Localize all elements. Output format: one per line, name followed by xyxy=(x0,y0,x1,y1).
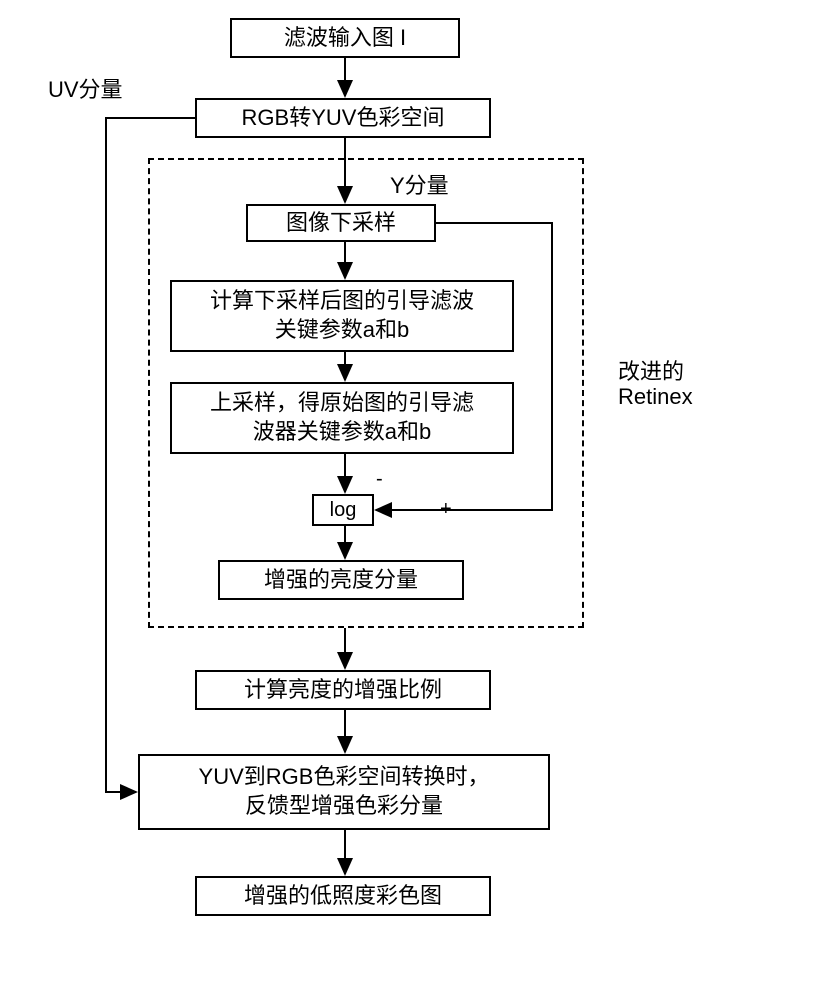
line2: 反馈型增强色彩分量 xyxy=(199,792,490,821)
node-text: 滤波输入图 I xyxy=(284,24,406,53)
y-component-label: Y分量 xyxy=(390,168,449,200)
node-rgb-to-yuv: RGB转YUV色彩空间 xyxy=(195,98,491,138)
node-yuv-to-rgb-feedback: YUV到RGB色彩空间转换时， 反馈型增强色彩分量 xyxy=(138,754,550,830)
line2: 关键参数a和b xyxy=(210,316,474,345)
node-text: RGB转YUV色彩空间 xyxy=(242,104,445,133)
line1: 计算下采样后图的引导滤波 xyxy=(210,287,474,316)
node-text: 图像下采样 xyxy=(286,209,396,238)
node-enhanced-output: 增强的低照度彩色图 xyxy=(195,876,491,916)
node-text: 计算下采样后图的引导滤波 关键参数a和b xyxy=(210,287,474,344)
node-text: 上采样，得原始图的引导滤 波器关键参数a和b xyxy=(210,389,474,446)
node-guided-filter-params-down: 计算下采样后图的引导滤波 关键参数a和b xyxy=(170,280,514,352)
line2: 波器关键参数a和b xyxy=(210,418,474,447)
node-text: 增强的低照度彩色图 xyxy=(244,882,442,911)
node-downsample: 图像下采样 xyxy=(246,204,436,242)
node-text: 计算亮度的增强比例 xyxy=(244,676,442,705)
uv-component-label: UV分量 xyxy=(48,72,123,104)
line1: 上采样，得原始图的引导滤 xyxy=(210,389,474,418)
minus-sign: - xyxy=(376,468,383,491)
node-enhanced-luma: 增强的亮度分量 xyxy=(218,560,464,600)
node-upsample-params: 上采样，得原始图的引导滤 波器关键参数a和b xyxy=(170,382,514,454)
node-log: log xyxy=(312,494,374,526)
plus-sign: + xyxy=(440,498,452,521)
node-text: YUV到RGB色彩空间转换时， 反馈型增强色彩分量 xyxy=(199,763,490,820)
improved-retinex-label-1: 改进的 xyxy=(618,354,684,386)
node-text: 增强的亮度分量 xyxy=(264,566,418,595)
improved-retinex-label-2: Retinex xyxy=(618,384,693,410)
node-enhance-ratio: 计算亮度的增强比例 xyxy=(195,670,491,710)
node-filter-input: 滤波输入图 I xyxy=(230,18,460,58)
line1: YUV到RGB色彩空间转换时， xyxy=(199,763,490,792)
node-text: log xyxy=(330,497,357,523)
